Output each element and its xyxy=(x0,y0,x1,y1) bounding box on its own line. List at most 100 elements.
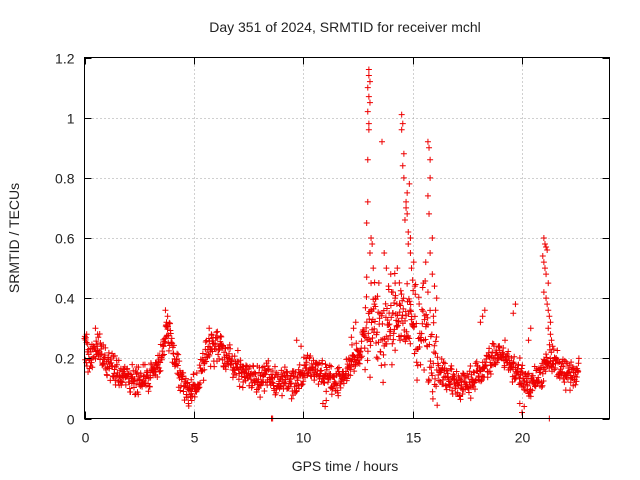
y-tick-label: 1.2 xyxy=(55,51,75,67)
data-point xyxy=(357,354,364,361)
data-point xyxy=(489,349,496,356)
data-point xyxy=(215,351,222,358)
data-point xyxy=(426,144,433,151)
data-point xyxy=(119,379,126,386)
data-point xyxy=(118,378,125,385)
data-point xyxy=(307,372,314,379)
data-point xyxy=(364,348,371,355)
data-point xyxy=(407,250,414,257)
data-point xyxy=(115,357,122,364)
data-point xyxy=(196,362,203,369)
data-point xyxy=(353,340,360,347)
data-point xyxy=(236,383,243,390)
data-point xyxy=(157,367,164,374)
data-point xyxy=(190,371,197,378)
data-point xyxy=(566,362,573,369)
data-point xyxy=(93,338,100,345)
data-point xyxy=(348,334,355,341)
data-point xyxy=(432,307,439,314)
y-tick-label: 0 xyxy=(67,412,75,428)
data-point xyxy=(525,337,532,344)
data-point xyxy=(367,374,374,381)
data-point xyxy=(415,294,422,301)
data-point xyxy=(303,359,310,366)
data-point xyxy=(422,336,429,343)
data-point xyxy=(399,120,406,127)
data-point xyxy=(167,330,174,337)
data-point xyxy=(202,339,209,346)
data-point xyxy=(350,325,357,332)
data-point xyxy=(564,375,571,382)
data-point xyxy=(362,334,369,341)
data-point xyxy=(380,351,387,358)
y-axis-label: SRMTID / TECUs xyxy=(6,183,22,293)
data-point xyxy=(471,386,478,393)
data-point xyxy=(538,384,545,391)
data-point xyxy=(518,365,525,372)
data-point xyxy=(549,343,556,350)
data-point xyxy=(429,271,436,278)
data-point xyxy=(428,364,435,371)
data-point xyxy=(512,301,519,308)
data-point xyxy=(529,387,536,394)
data-point xyxy=(222,366,229,373)
data-point xyxy=(364,108,371,115)
data-point xyxy=(502,337,509,344)
data-point xyxy=(199,350,206,357)
data-point xyxy=(405,241,412,248)
data-point xyxy=(384,317,391,324)
data-point xyxy=(365,66,372,73)
data-point xyxy=(135,364,142,371)
data-point xyxy=(206,352,213,359)
data-point xyxy=(371,301,378,308)
data-point xyxy=(385,321,392,328)
data-point xyxy=(145,388,152,395)
chart-title: Day 351 of 2024, SRMTID for receiver mch… xyxy=(209,19,481,35)
data-point xyxy=(162,307,169,314)
data-point xyxy=(467,363,474,370)
data-point xyxy=(402,338,409,345)
data-point xyxy=(379,138,385,145)
data-point xyxy=(82,356,89,363)
data-point xyxy=(546,313,553,320)
data-point xyxy=(103,366,110,373)
data-point xyxy=(396,301,403,308)
data-point xyxy=(424,321,431,328)
data-point xyxy=(135,391,142,398)
data-point xyxy=(409,277,416,284)
data-point xyxy=(510,360,517,367)
data-point xyxy=(406,335,413,342)
data-point xyxy=(410,287,417,294)
data-point xyxy=(545,280,552,287)
data-point xyxy=(375,279,382,286)
data-point xyxy=(424,314,431,321)
data-point xyxy=(406,180,413,187)
data-point xyxy=(227,345,234,352)
data-point xyxy=(109,362,116,369)
data-point xyxy=(363,293,370,300)
data-point xyxy=(101,352,108,359)
data-point xyxy=(298,382,305,389)
data-point xyxy=(545,307,552,314)
data-point xyxy=(542,368,549,375)
data-point xyxy=(422,278,429,285)
data-point xyxy=(344,375,351,382)
data-point xyxy=(418,330,425,337)
data-point xyxy=(557,369,564,376)
data-point xyxy=(174,362,181,369)
data-point xyxy=(391,299,398,306)
data-point xyxy=(281,364,288,371)
data-point xyxy=(433,333,440,340)
data-point xyxy=(319,357,326,364)
data-point xyxy=(364,357,371,364)
data-point xyxy=(398,111,405,118)
data-point xyxy=(407,235,414,241)
x-tick-label: 0 xyxy=(82,430,90,446)
data-point xyxy=(102,344,109,351)
data-point xyxy=(127,388,134,395)
data-point xyxy=(316,359,323,366)
data-point xyxy=(524,382,531,389)
data-point xyxy=(430,349,437,356)
data-point xyxy=(427,250,434,257)
data-point xyxy=(432,350,439,357)
